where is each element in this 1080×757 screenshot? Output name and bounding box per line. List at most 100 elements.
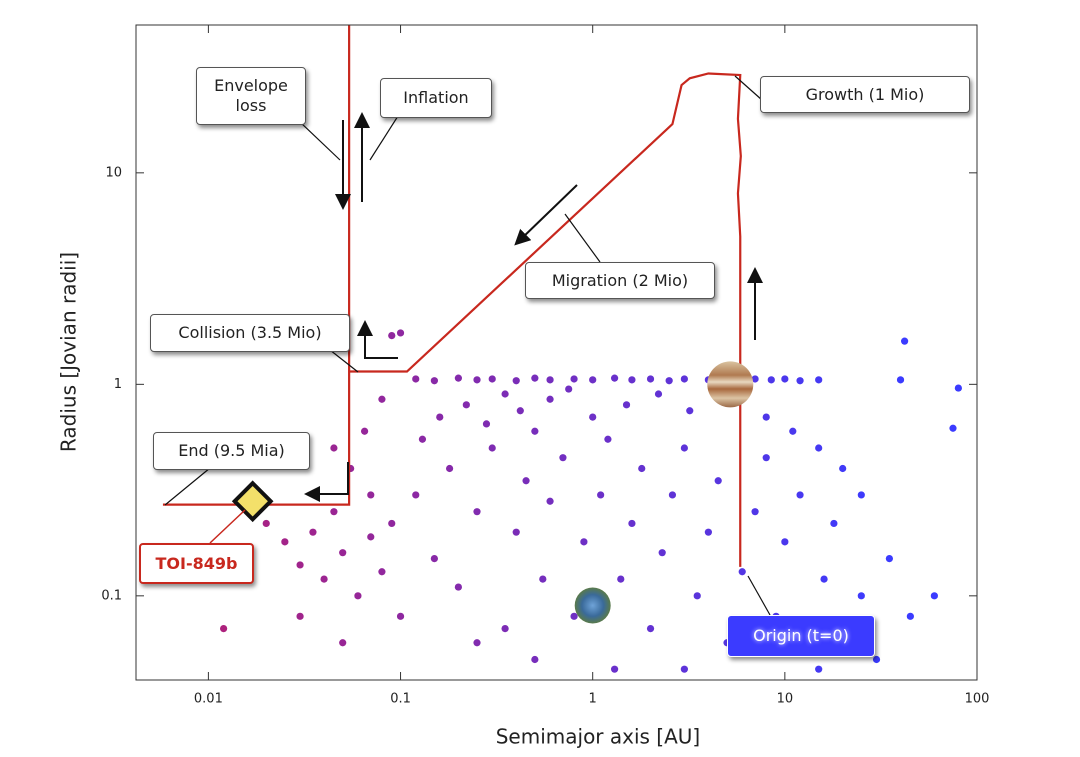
leader-line [747,575,771,616]
annotation: Origin (t=0) [727,615,875,657]
point [839,464,847,473]
point [589,376,597,384]
point [512,377,520,385]
point [658,549,666,557]
point [815,665,823,673]
point [412,491,420,499]
point [473,508,481,516]
annotation: Collision (3.5 Mio) [150,314,350,352]
point [570,612,578,620]
point [714,477,722,485]
point [580,538,588,546]
point [628,519,636,528]
point [628,376,636,384]
point [751,508,759,516]
point [781,375,789,383]
point [885,554,893,563]
point [789,427,797,435]
point [378,395,386,403]
point [330,508,338,516]
earth [574,587,611,624]
point [738,568,746,576]
leader-line [209,509,246,544]
point [501,624,509,633]
y-axis-label: Radius [Jovian radii] [57,252,81,452]
point [762,413,770,421]
point [622,401,631,409]
point [473,376,481,384]
arrow [514,184,578,246]
point [815,444,823,452]
point [388,519,396,528]
y-tick-label: 10 [105,165,122,180]
point [378,568,386,576]
point [954,384,962,392]
x-tick-label: 0.01 [194,692,223,707]
annotation: Migration (2 Mio) [525,262,715,299]
point [693,592,701,600]
arrow [357,320,398,359]
annotation: TOI-849b [139,543,254,584]
point [430,554,438,563]
leader-line [164,467,211,506]
point [339,639,347,647]
point [767,376,775,384]
y-tick-label: 0.1 [101,588,122,603]
point [412,375,420,383]
point [857,491,865,499]
point [820,575,828,583]
point [388,331,396,340]
point [680,375,688,383]
point [930,592,938,600]
point [531,655,539,664]
x-tick-label: 1 [589,692,597,707]
arrow [304,462,349,502]
point [531,374,539,382]
point [473,639,481,647]
point [418,435,427,443]
point [488,444,496,452]
toi-marker [231,480,274,523]
point [488,375,496,383]
point [546,376,554,384]
point [565,385,573,393]
point [296,561,304,569]
point [949,424,957,432]
point [680,444,688,452]
point [546,395,554,403]
point [445,464,454,473]
plot-frame [135,24,978,681]
point [654,390,663,398]
point [367,491,375,499]
point [751,375,759,383]
point [617,575,625,583]
point [559,454,567,462]
point [762,454,770,462]
point [454,583,462,591]
point [281,538,289,546]
point [646,375,655,383]
point [436,413,444,421]
point [781,538,789,546]
point [330,444,338,452]
point [516,407,524,415]
point [857,592,865,600]
point [570,375,578,383]
annotation: Envelope loss [196,67,306,125]
y-tick-label: 1 [114,377,122,392]
point [512,528,520,536]
track-line [162,25,742,567]
point [668,491,677,499]
point [796,491,804,499]
point [339,549,347,557]
point [220,624,228,633]
point [638,464,646,473]
point [309,528,317,536]
point [262,519,270,528]
point [454,374,462,382]
point [296,612,304,620]
leader-line [329,349,359,373]
point [680,665,688,673]
point [901,337,909,345]
